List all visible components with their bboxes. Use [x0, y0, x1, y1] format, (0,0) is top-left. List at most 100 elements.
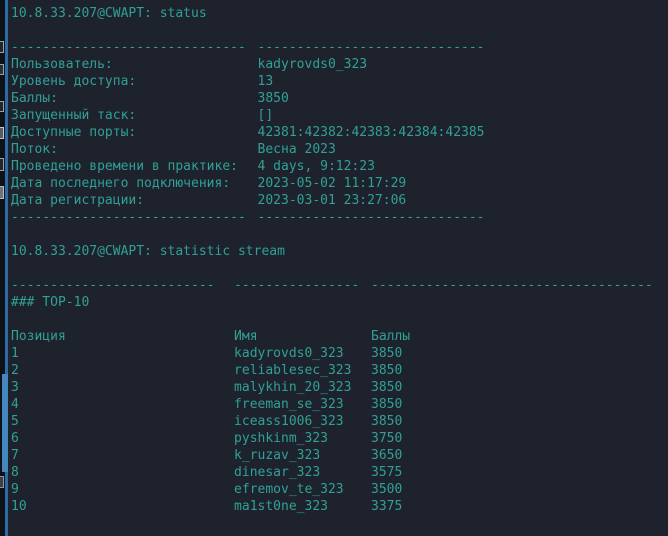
prompt-line-statistic: 10.8.33.207@CWAPT: statistic stream [11, 244, 285, 259]
table-cell-name: k_ruzav_323 [234, 448, 321, 463]
status-field-row: Дата регистрации: 2023-03-01 23:27:06 [11, 192, 668, 209]
cropped-icon-fragment [0, 101, 4, 112]
table-cell-points: 3850 [371, 380, 403, 395]
cropped-icon-fragment [0, 64, 4, 75]
table-cell-position: 1 [11, 346, 19, 361]
separator-line: ----------------------------------------… [11, 277, 668, 294]
separator-segment: ---------------- [234, 278, 360, 293]
blank-line [11, 311, 668, 328]
table-header-position: Позиция [11, 329, 66, 344]
separator-segment: ----------------------------- [257, 210, 485, 225]
status-field-label: Доступные порты: [11, 125, 137, 140]
table-row: 4 freeman_se_323 3850 [11, 396, 668, 413]
status-field-row: Поток: Весна 2023 [11, 141, 668, 158]
status-field-label: Пользователь: [11, 57, 113, 72]
status-field-value: 3850 [257, 91, 289, 106]
table-header-row: Позиция Имя Баллы [11, 328, 668, 345]
status-field-row: Проведено времени в практике: 4 days, 9:1… [11, 158, 668, 175]
table-cell-name: malykhin_20_323 [234, 380, 352, 395]
table-cell-name: ma1st0ne_323 [234, 499, 328, 514]
table-cell-name: efremov_te_323 [234, 482, 344, 497]
status-field-label: Поток: [11, 142, 58, 157]
pane-focus-accent-bar [2, 0, 8, 536]
status-field-row: Уровень доступа: 13 [11, 73, 668, 90]
table-row: 7 k_ruzav_323 3650 [11, 447, 668, 464]
table-cell-position: 10 [11, 499, 27, 514]
table-header-name: Имя [234, 329, 258, 344]
table-row: 1 kadyrovds0_323 3850 [11, 345, 668, 362]
status-field-value: kadyrovds0_323 [257, 57, 368, 72]
status-field-row: Доступные порты: 42381:42382:42383:42384:… [11, 124, 668, 141]
table-row: 10 ma1st0ne_323 3375 [11, 498, 668, 515]
status-field-value: 4 days, 9:12:23 [257, 159, 375, 174]
status-field-label: Баллы: [11, 91, 58, 106]
table-cell-points: 3650 [371, 448, 403, 463]
table-cell-position: 4 [11, 397, 19, 412]
table-row: 8 dinesar_323 3575 [11, 464, 668, 481]
scrollbar-thumb[interactable] [2, 374, 8, 472]
cropped-icon-fragment [0, 158, 4, 171]
status-field-row: Баллы: 3850 [11, 90, 668, 107]
table-cell-points: 3850 [371, 414, 403, 429]
table-cell-position: 9 [11, 482, 19, 497]
terminal-output[interactable]: 10.8.33.207@CWAPT: status --------------… [8, 0, 668, 536]
table-row: 5 iceass1006_323 3850 [11, 413, 668, 430]
table-cell-points: 3850 [371, 397, 403, 412]
prompt-line-status: 10.8.33.207@CWAPT: status [11, 6, 207, 21]
table-cell-name: iceass1006_323 [234, 414, 344, 429]
cropped-icon-fragment [0, 127, 4, 139]
table-cell-name: kadyrovds0_323 [234, 346, 344, 361]
cropped-icon-fragment [0, 41, 4, 53]
table-cell-name: reliablesec_323 [234, 363, 352, 378]
table-cell-name: freeman_se_323 [234, 397, 344, 412]
status-field-label: Уровень доступа: [11, 74, 137, 89]
table-row: 2 reliablesec_323 3850 [11, 362, 668, 379]
status-field-label: Дата последнего подключения: [11, 176, 231, 191]
separator-segment: ------------------------------ [11, 210, 246, 225]
status-field-value: 2023-05-02 11:17:29 [257, 176, 407, 191]
status-field-value: 42381:42382:42383:42384:42385 [257, 125, 485, 140]
table-header-points: Баллы [371, 329, 411, 344]
table-row: 6 pyshkinm_323 3750 [11, 430, 668, 447]
table-cell-position: 6 [11, 431, 19, 446]
table-row: 3 malykhin_20_323 3850 [11, 379, 668, 396]
status-field-label: Дата регистрации: [11, 193, 145, 208]
table-cell-position: 5 [11, 414, 19, 429]
status-field-row: Пользователь: kadyrovds0_323 [11, 56, 668, 73]
status-field-value: Весна 2023 [257, 142, 336, 157]
cropped-icon-fragment [0, 476, 4, 488]
separator-segment: ------------------------------ [11, 40, 246, 55]
status-field-value: 2023-03-01 23:27:06 [257, 193, 407, 208]
background-window-edge [0, 0, 5, 536]
status-field-row: Запущенный таск: [] [11, 107, 668, 124]
blank-line [11, 22, 668, 39]
cropped-icon-fragment [0, 186, 4, 199]
status-field-row: Дата последнего подключения: 2023-05-02 1… [11, 175, 668, 192]
top10-heading: ### TOP-10 [11, 295, 90, 310]
table-cell-points: 3850 [371, 363, 403, 378]
table-cell-points: 3750 [371, 431, 403, 446]
separator-segment: -------------------------- [11, 278, 215, 293]
separator-line: ----------------------------------------… [11, 39, 668, 56]
status-field-label: Запущенный таск: [11, 108, 137, 123]
table-cell-position: 8 [11, 465, 19, 480]
table-cell-points: 3575 [371, 465, 403, 480]
table-row: 9 efremov_te_323 3500 [11, 481, 668, 498]
table-cell-position: 3 [11, 380, 19, 395]
separator-segment: ----------------------------- [257, 40, 485, 55]
table-cell-position: 2 [11, 363, 19, 378]
separator-line: ----------------------------------------… [11, 209, 668, 226]
status-field-label: Проведено времени в практике: [11, 159, 238, 174]
table-cell-name: dinesar_323 [234, 465, 321, 480]
status-field-value: [] [257, 108, 274, 123]
table-cell-points: 3850 [371, 346, 403, 361]
table-cell-name: pyshkinm_323 [234, 431, 328, 446]
table-cell-position: 7 [11, 448, 19, 463]
blank-line [11, 226, 668, 243]
table-cell-points: 3500 [371, 482, 403, 497]
table-cell-points: 3375 [371, 499, 403, 514]
blank-line [11, 260, 668, 277]
status-field-value: 13 [257, 74, 274, 89]
separator-segment: ------------------------------------ [371, 278, 653, 293]
